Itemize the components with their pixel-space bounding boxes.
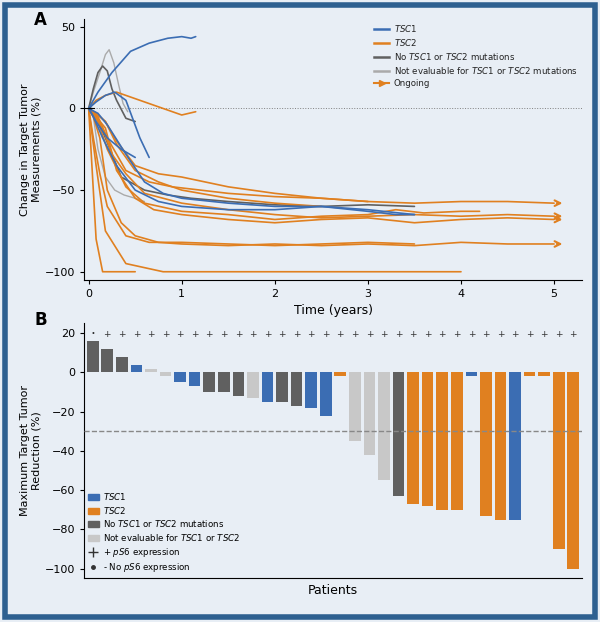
Bar [422, 373, 433, 506]
Text: +: + [439, 330, 446, 339]
Text: +: + [526, 330, 533, 339]
Text: +: + [395, 330, 402, 339]
Text: +: + [541, 330, 548, 339]
Text: +: + [307, 330, 315, 339]
Bar [218, 373, 230, 392]
Bar [189, 373, 200, 386]
Bar [262, 373, 273, 402]
Text: B: B [34, 310, 47, 328]
Bar [160, 373, 172, 376]
X-axis label: Time (years): Time (years) [293, 305, 373, 317]
Bar [480, 373, 492, 516]
Bar [145, 369, 157, 373]
Text: +: + [293, 330, 301, 339]
Y-axis label: Change in Target Tumor
Measurements (%): Change in Target Tumor Measurements (%) [20, 83, 42, 216]
Bar [305, 373, 317, 408]
Text: +: + [424, 330, 431, 339]
Bar [276, 373, 288, 402]
Text: +: + [191, 330, 199, 339]
Text: +: + [162, 330, 169, 339]
X-axis label: Patients: Patients [308, 584, 358, 597]
Bar [233, 373, 244, 396]
Text: +: + [453, 330, 461, 339]
Bar [349, 373, 361, 441]
Bar [393, 373, 404, 496]
Text: ·: · [90, 327, 95, 341]
Text: +: + [104, 330, 111, 339]
Bar [101, 349, 113, 373]
Text: +: + [351, 330, 359, 339]
Bar [247, 373, 259, 398]
Text: +: + [264, 330, 271, 339]
Bar [494, 373, 506, 519]
Text: +: + [555, 330, 562, 339]
Text: +: + [482, 330, 490, 339]
Bar [87, 341, 98, 373]
Legend: $TSC1$, $TSC2$, No $TSC1$ or $TSC2$ mutations, Not evaluable for $TSC1$ or $TSC2: $TSC1$, $TSC2$, No $TSC1$ or $TSC2$ muta… [374, 23, 578, 88]
Text: +: + [511, 330, 519, 339]
Bar [451, 373, 463, 510]
Text: +: + [133, 330, 140, 339]
Bar [568, 373, 579, 569]
Bar [174, 373, 186, 383]
Text: +: + [365, 330, 373, 339]
Bar [509, 373, 521, 519]
Bar [553, 373, 565, 549]
Bar [407, 373, 419, 504]
Bar [364, 373, 375, 455]
Bar [203, 373, 215, 392]
Bar [320, 373, 332, 415]
Text: +: + [467, 330, 475, 339]
Text: +: + [249, 330, 257, 339]
Text: +: + [118, 330, 125, 339]
Text: +: + [235, 330, 242, 339]
Bar [291, 373, 302, 406]
Bar [466, 373, 477, 376]
Legend: $TSC1$, $TSC2$, No $TSC1$ or $TSC2$ mutations, Not evaluable for $TSC1$ or $TSC2: $TSC1$, $TSC2$, No $TSC1$ or $TSC2$ muta… [88, 491, 240, 574]
Bar [378, 373, 390, 480]
Text: +: + [278, 330, 286, 339]
Y-axis label: Maximum Target Tumor
Reduction (%): Maximum Target Tumor Reduction (%) [20, 386, 42, 516]
Text: +: + [147, 330, 155, 339]
Text: +: + [497, 330, 504, 339]
Text: A: A [34, 11, 47, 29]
Bar [334, 373, 346, 376]
Text: +: + [205, 330, 213, 339]
Text: +: + [220, 330, 227, 339]
Bar [436, 373, 448, 510]
Text: +: + [569, 330, 577, 339]
Bar [524, 373, 535, 376]
Text: +: + [337, 330, 344, 339]
Bar [131, 364, 142, 373]
Text: +: + [176, 330, 184, 339]
Text: +: + [322, 330, 329, 339]
Bar [538, 373, 550, 376]
Bar [116, 357, 128, 373]
Text: +: + [380, 330, 388, 339]
Text: +: + [409, 330, 417, 339]
